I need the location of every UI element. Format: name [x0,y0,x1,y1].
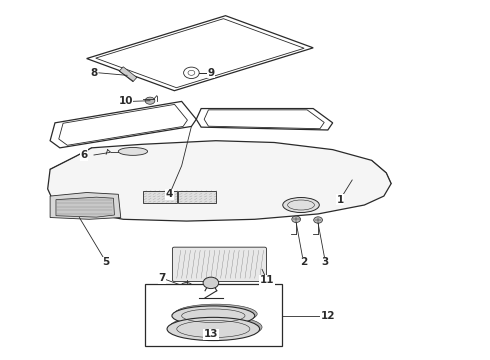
Text: 10: 10 [119,96,133,107]
Ellipse shape [174,304,257,324]
Bar [145,284,282,346]
Ellipse shape [167,318,260,341]
Text: 9: 9 [207,68,215,78]
Circle shape [145,97,155,104]
Text: 7: 7 [158,273,166,283]
Text: 2: 2 [300,257,307,267]
Text: 3: 3 [322,257,329,267]
Text: 5: 5 [102,257,110,267]
Circle shape [292,216,300,222]
Ellipse shape [118,148,147,156]
Ellipse shape [172,306,255,325]
Ellipse shape [283,198,319,212]
FancyBboxPatch shape [172,247,267,282]
Circle shape [180,283,193,292]
Polygon shape [178,191,216,203]
Circle shape [314,217,322,223]
Polygon shape [119,67,137,82]
Polygon shape [143,191,177,203]
Text: 4: 4 [166,189,173,199]
Polygon shape [50,193,121,219]
Text: 12: 12 [320,311,335,321]
Ellipse shape [170,316,262,339]
Polygon shape [56,197,115,217]
Text: 13: 13 [204,329,218,339]
Text: 8: 8 [90,68,98,78]
Text: 11: 11 [260,275,274,285]
Circle shape [203,277,219,289]
Text: 6: 6 [80,150,88,160]
Text: 1: 1 [336,195,343,204]
Polygon shape [48,141,391,221]
